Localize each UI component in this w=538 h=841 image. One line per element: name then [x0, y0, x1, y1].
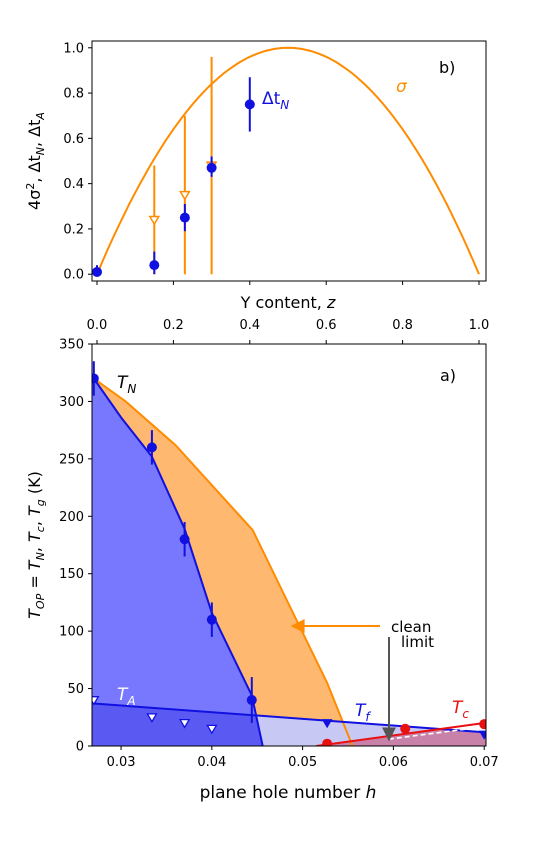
panel-b-y-tick-label: 0.8: [63, 87, 84, 102]
tA-point: [92, 696, 100, 706]
delta-tN-point: [206, 162, 217, 173]
tn-point: [246, 695, 257, 706]
panel-b-x-tick-label: 0.0: [87, 318, 108, 333]
panel-b-x-tick-label: 0.6: [316, 318, 337, 333]
tA-point: [146, 713, 158, 723]
panel-b-x-tick-label: 0.8: [392, 318, 413, 333]
tn-point: [146, 442, 157, 453]
blue-region-upper: [92, 378, 257, 716]
panel-a-y-tick-label: 200: [59, 510, 84, 525]
orange-tn-curve: [93, 377, 354, 746]
sigma-curve-label: σ: [396, 77, 408, 97]
panel-a-label: a): [440, 366, 456, 385]
tc-point: [479, 719, 486, 730]
panel-a-y-tick-label: 0: [76, 740, 84, 755]
tf-line: [93, 702, 485, 734]
clean-limit-label-clean: clean: [391, 618, 431, 636]
delta-tN-point: [149, 260, 160, 271]
tn-point: [179, 534, 190, 545]
tc-point: [322, 738, 333, 746]
tn-point: [92, 373, 99, 384]
delta-tA-point: [148, 215, 161, 226]
tA-point: [206, 724, 218, 735]
delta-tN-point: [92, 266, 102, 277]
panel-a-frame: [91, 343, 487, 747]
panel-a-y-tick-label: 100: [59, 625, 84, 640]
panel-a-y-tick-label: 300: [59, 395, 84, 410]
panel-b-plot-area: [92, 46, 480, 277]
tc-point: [400, 723, 411, 734]
tN-label: TN: [117, 373, 136, 396]
panel-a-y-tick-label: 50: [67, 682, 84, 697]
delta-tN-label: ΔtN: [262, 89, 289, 112]
tf-point: [478, 730, 486, 740]
panel-a: 0.03 0.04 0.05 0.06 0.07 0 50 100 150 200 250 300 35…: [25, 338, 499, 804]
panel-b: 0.0 0.2 0.4 0.6 0.8 1.00.00.20.40.60.81.0 b) …: [24, 40, 489, 344]
panel-b-y-tick-label: 0.6: [63, 132, 84, 147]
delta-tN-point: [179, 212, 190, 223]
panel-a-x-tick-label: 0.07: [470, 755, 499, 770]
panel-a-x-tick-label: 0.06: [379, 755, 408, 770]
panel-b-y-axis-label: 4σ2, ΔtN, ΔtA: [24, 112, 47, 210]
tc-line: [316, 722, 485, 746]
panel-b-x-tick-label: 0.4: [239, 318, 260, 333]
panel-b-x-tick-label: 0.2: [163, 318, 184, 333]
tf-point: [321, 719, 333, 729]
panel-a-x-tick-label: 0.03: [107, 755, 136, 770]
panel-b-x-axis-label: Y content, z: [240, 293, 336, 312]
panel-b-frame: [91, 40, 487, 282]
tA-label: TA: [117, 685, 136, 708]
clean-limit-label-limit: limit: [401, 633, 434, 651]
tn-point: [206, 614, 217, 625]
panel-b-y-tick-label: 0.2: [63, 222, 84, 237]
panel-a-y-tick-label: 150: [59, 567, 84, 582]
panel-b-ticks: 0.0 0.2 0.4 0.6 0.8 1.0 0.0 0.2 0.4 0.6 0.8 1.0: [63, 41, 489, 344]
tc-dashed-line: [388, 725, 486, 740]
sigma-curve: [96, 46, 480, 275]
delta-tN-point: [244, 99, 255, 110]
panel-b-label: b): [439, 58, 455, 77]
panel-a-x-axis-label: plane hole number h: [200, 783, 377, 803]
panel-a-plot-area: [92, 361, 486, 746]
tA-point: [178, 719, 191, 729]
panel-a-y-tick-label: 350: [59, 338, 84, 353]
panel-a-ticks: 0.03 0.04 0.05 0.06 0.07 0 50 100 150 200 250 300 35…: [59, 338, 498, 771]
panel-a-x-tick-label: 0.05: [288, 755, 317, 770]
tf-label: Tf: [355, 701, 371, 724]
panel-a-y-tick-label: 250: [59, 452, 84, 467]
blue-region-lower: [92, 703, 263, 746]
panel-b-y-tick-label: 0.4: [63, 177, 84, 192]
panel-b-x-tick-label: 1.0: [469, 318, 490, 333]
panel-a-x-tick-label: 0.04: [197, 755, 226, 770]
panel-a-y-axis-label: TOP = TN, Tc, Tg (K): [25, 471, 47, 619]
delta-tA-point: [179, 190, 191, 201]
panel-b-y-tick-label: 1.0: [63, 41, 84, 56]
panel-b-y-tick-label: 0.0: [63, 268, 84, 283]
tc-label: Tc: [452, 698, 469, 721]
